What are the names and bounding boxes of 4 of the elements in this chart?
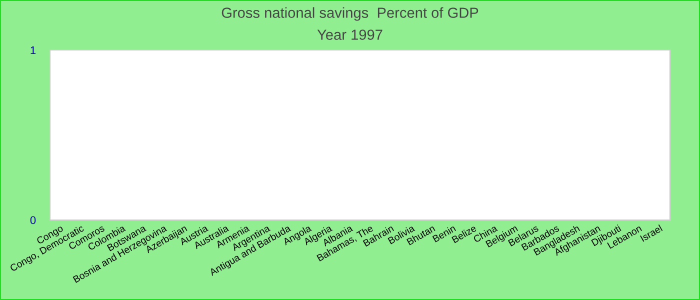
chart-title: Gross national savings Percent of GDP	[222, 7, 478, 21]
y-tick-label: 0	[30, 216, 36, 224]
chart-subtitle: Year 1997	[317, 30, 382, 40]
y-tick-label: 1	[30, 46, 36, 54]
